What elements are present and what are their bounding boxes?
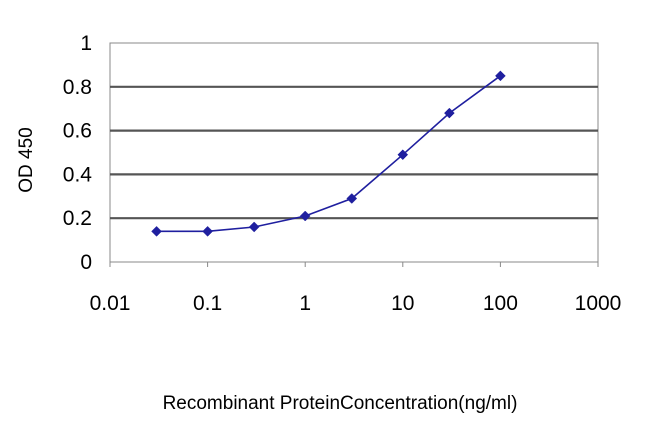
data-point-marker [397, 149, 409, 161]
x-tick-label: 0.1 [193, 292, 222, 315]
plot-area [109, 42, 599, 263]
series-line [156, 75, 501, 233]
data-point-marker [346, 193, 358, 204]
data-point-marker [202, 225, 213, 237]
y-tick-label: 0 [80, 251, 92, 274]
x-axis-title: Recombinant ProteinConcentration(ng/ml) [163, 393, 518, 414]
x-axis-tick-labels: 0.01 0.1 1 10 100 1000 [90, 262, 622, 315]
y-tick-label: 0.8 [63, 76, 92, 99]
series-layer [151, 70, 506, 237]
y-tick-label: 0.6 [63, 120, 92, 143]
y-tick-label: 0.2 [63, 207, 92, 230]
x-tick-label: 100 [483, 292, 518, 315]
gridlines [110, 85, 598, 220]
x-tick-label: 1 [299, 292, 311, 315]
y-axis-tick-labels: 0 0.2 0.4 0.6 0.8 1 [63, 32, 93, 274]
data-point-marker [495, 70, 506, 82]
x-tick-label: 0.01 [90, 292, 131, 315]
data-point-marker [151, 225, 162, 237]
data-point-marker [299, 210, 311, 222]
y-tick-label: 1 [80, 32, 92, 55]
data-point-marker [444, 107, 455, 119]
y-axis-title: OD 450 [16, 127, 37, 192]
x-tick-label: 10 [391, 292, 414, 315]
plot-frame [109, 42, 599, 263]
x-tick-label: 1000 [575, 292, 622, 315]
y-tick-label: 0.4 [63, 163, 93, 186]
data-point-marker [248, 221, 260, 233]
